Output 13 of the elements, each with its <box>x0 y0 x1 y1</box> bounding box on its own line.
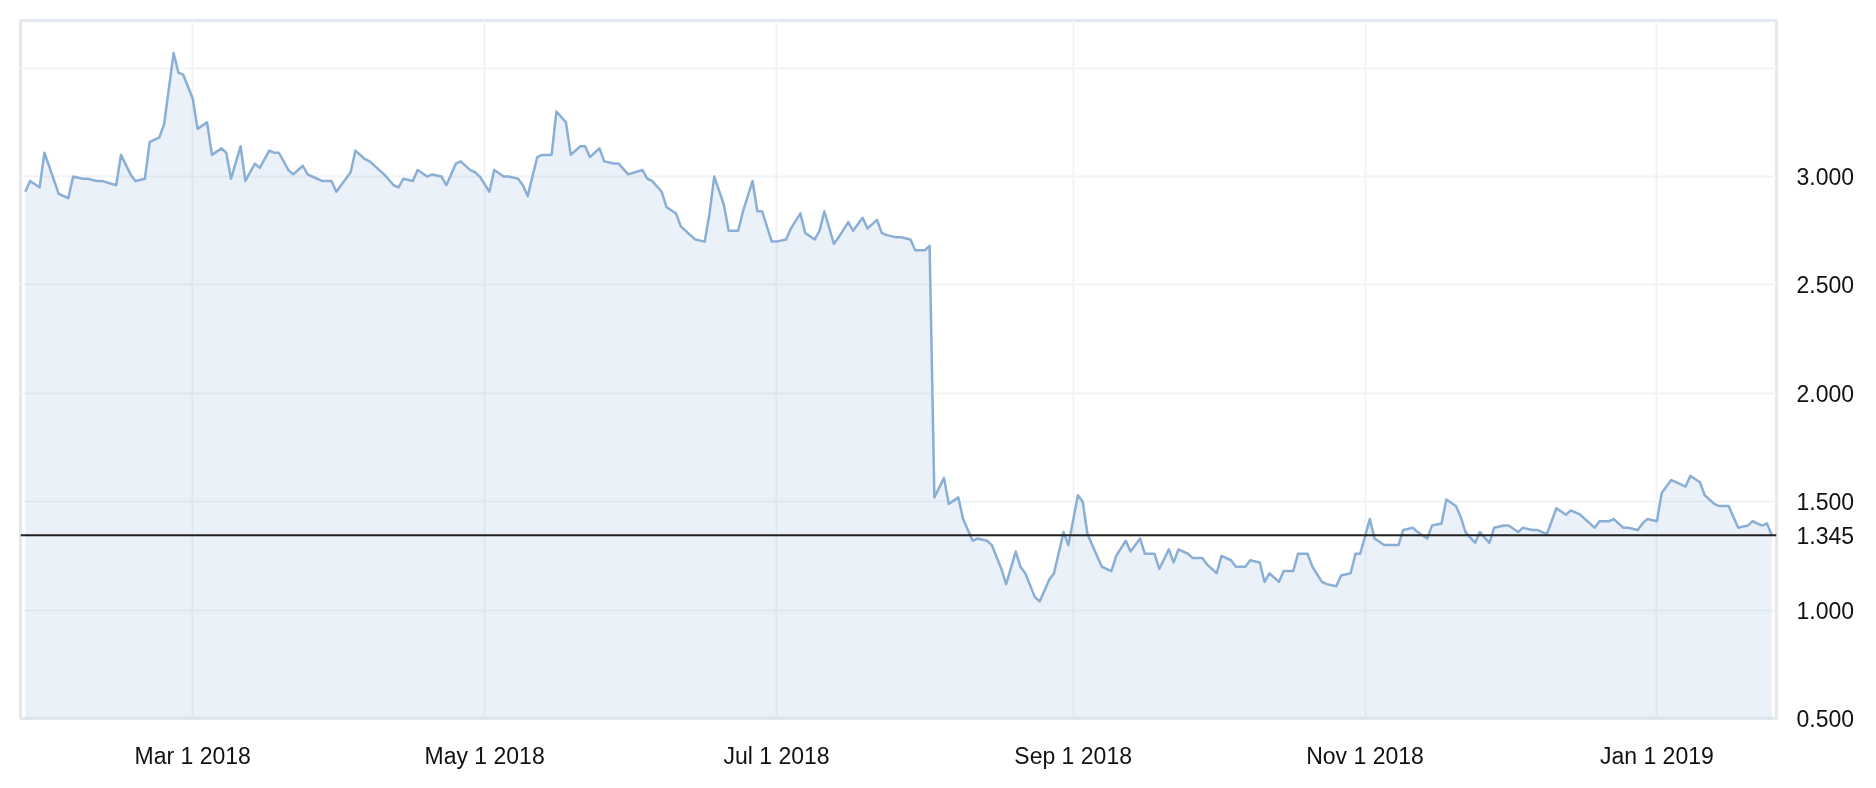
x-tick-label: Nov 1 2018 <box>1306 742 1424 769</box>
y-tick-label: 2.000 <box>1796 380 1855 407</box>
ref-line-label: 1.345 <box>1796 522 1855 549</box>
x-tick-label: May 1 2018 <box>424 742 545 769</box>
y-tick-label: 3.000 <box>1796 164 1855 191</box>
x-tick-label: Mar 1 2018 <box>134 742 251 769</box>
y-tick-label: 0.500 <box>1796 706 1855 732</box>
x-tick-label: Sep 1 2018 <box>1014 742 1132 769</box>
y-tick-label: 1.500 <box>1796 489 1855 516</box>
y-tick-label: 2.500 <box>1796 272 1855 299</box>
x-tick-label: Jul 1 2018 <box>723 742 830 769</box>
x-tick-label: Jan 1 2019 <box>1599 742 1714 769</box>
y-tick-label: 1.000 <box>1796 597 1855 624</box>
